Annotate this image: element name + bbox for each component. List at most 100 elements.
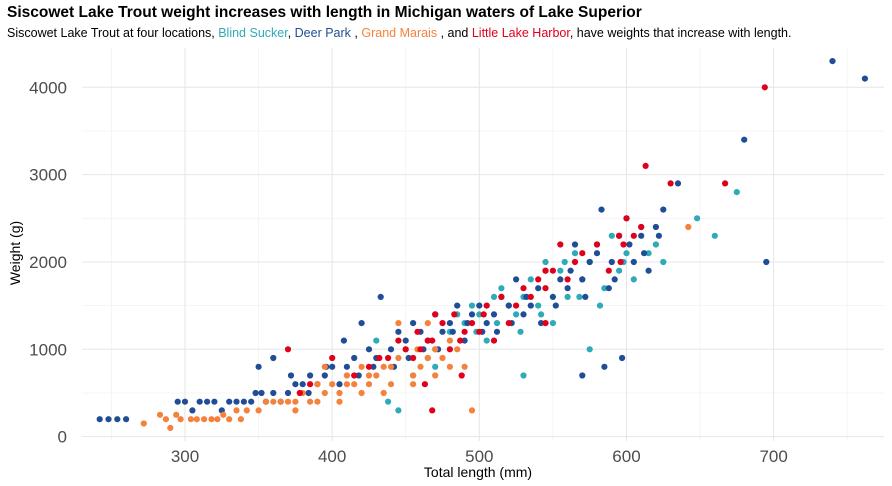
data-point bbox=[493, 320, 501, 327]
data-point bbox=[432, 372, 439, 379]
data-point bbox=[432, 346, 439, 353]
data-point bbox=[395, 320, 402, 327]
data-point bbox=[307, 372, 314, 379]
data-point bbox=[652, 223, 660, 231]
chart-title: Siscowet Lake Trout weight increases wit… bbox=[7, 4, 642, 21]
data-point bbox=[520, 372, 527, 379]
data-point bbox=[642, 162, 649, 169]
data-point bbox=[220, 411, 227, 418]
data-point bbox=[284, 398, 292, 405]
data-point bbox=[402, 337, 409, 344]
data-point bbox=[421, 381, 428, 388]
data-point bbox=[458, 372, 465, 379]
data-point bbox=[351, 381, 358, 388]
data-point bbox=[596, 302, 604, 309]
legend-label-deer-park: Deer Park bbox=[294, 26, 351, 40]
data-point bbox=[476, 311, 483, 318]
data-point bbox=[579, 250, 586, 257]
data-point bbox=[405, 354, 412, 362]
data-point bbox=[162, 416, 169, 423]
data-point bbox=[476, 302, 483, 309]
series-grand-marais bbox=[140, 223, 692, 431]
data-point bbox=[329, 363, 336, 370]
data-point bbox=[296, 389, 303, 397]
data-point bbox=[617, 258, 624, 266]
data-point bbox=[468, 320, 476, 327]
data-point bbox=[299, 381, 306, 388]
data-point bbox=[211, 398, 218, 405]
data-point bbox=[505, 302, 512, 309]
data-point bbox=[483, 320, 490, 327]
data-point bbox=[424, 337, 431, 344]
data-point bbox=[174, 398, 181, 405]
data-point bbox=[761, 84, 768, 91]
legend-label-little-lake-harbor: Little Lake Harbor bbox=[471, 26, 570, 40]
data-point bbox=[461, 328, 468, 335]
data-point bbox=[410, 354, 417, 362]
data-point bbox=[593, 241, 601, 248]
data-point bbox=[287, 372, 295, 379]
data-point bbox=[564, 285, 571, 292]
data-point bbox=[439, 328, 446, 335]
data-point bbox=[385, 398, 392, 405]
data-point bbox=[432, 363, 439, 370]
data-point bbox=[432, 311, 439, 318]
data-point bbox=[376, 354, 383, 362]
data-point bbox=[638, 223, 645, 231]
data-point bbox=[579, 276, 586, 283]
x-tick-label: 600 bbox=[612, 447, 640, 466]
y-tick-label: 4000 bbox=[29, 78, 67, 97]
data-point bbox=[358, 320, 365, 327]
data-point bbox=[542, 258, 549, 266]
data-point bbox=[439, 354, 446, 362]
data-point bbox=[513, 276, 520, 283]
data-point bbox=[674, 180, 682, 187]
data-point bbox=[307, 381, 314, 388]
data-point bbox=[351, 372, 358, 379]
data-point bbox=[395, 407, 402, 414]
data-point bbox=[270, 389, 277, 397]
data-point bbox=[561, 258, 568, 266]
data-point bbox=[586, 258, 593, 266]
data-point bbox=[741, 136, 748, 143]
data-point bbox=[564, 293, 571, 300]
data-point bbox=[513, 311, 520, 318]
legend-label-grand-marais: Grand Marais bbox=[361, 26, 438, 40]
data-point bbox=[270, 354, 277, 362]
data-point bbox=[395, 337, 402, 344]
data-point bbox=[114, 416, 121, 423]
data-point bbox=[564, 276, 571, 283]
data-point bbox=[601, 363, 608, 370]
data-point bbox=[385, 354, 392, 362]
data-point bbox=[464, 320, 471, 327]
data-point bbox=[204, 398, 211, 405]
data-point bbox=[468, 311, 476, 318]
y-axis-label: Weight (g) bbox=[7, 221, 23, 285]
data-point bbox=[623, 250, 630, 257]
subtitle-separator-3: , and bbox=[437, 26, 472, 40]
data-point bbox=[284, 346, 292, 353]
data-point bbox=[685, 223, 692, 231]
data-point bbox=[292, 398, 299, 405]
data-point bbox=[321, 363, 328, 370]
data-point bbox=[96, 416, 103, 423]
data-point bbox=[123, 416, 130, 423]
data-point bbox=[630, 276, 637, 283]
data-point bbox=[417, 363, 424, 370]
data-point bbox=[181, 398, 189, 405]
data-point bbox=[446, 337, 453, 344]
data-point bbox=[480, 311, 487, 318]
data-point bbox=[733, 189, 740, 196]
data-point bbox=[601, 285, 608, 292]
data-point bbox=[667, 180, 674, 187]
data-point bbox=[321, 372, 328, 379]
data-point bbox=[156, 411, 164, 418]
data-point bbox=[439, 320, 446, 327]
data-point bbox=[711, 232, 718, 239]
data-point bbox=[493, 328, 501, 335]
data-point bbox=[417, 346, 424, 353]
data-point bbox=[557, 267, 564, 274]
data-point bbox=[358, 363, 365, 370]
data-point bbox=[535, 302, 542, 309]
